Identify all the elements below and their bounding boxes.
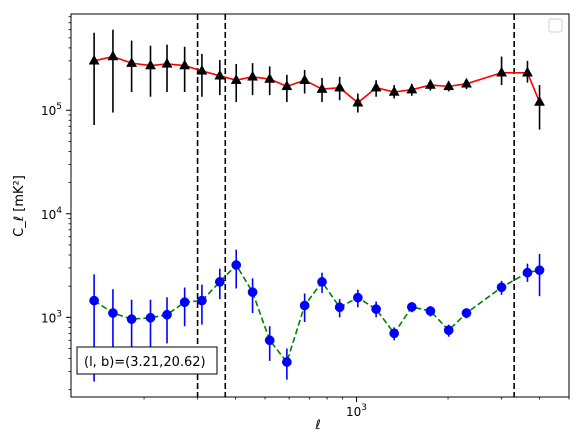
series-1-point-2 <box>126 314 137 325</box>
series-1-point-14 <box>334 302 345 313</box>
y-tick-label-1: 104 <box>41 206 62 222</box>
annotation-text: (l, b)=(3.21,20.62) <box>84 355 206 370</box>
series-0-point-11 <box>281 80 293 91</box>
series-1-point-15 <box>352 292 363 303</box>
series-1-point-4 <box>162 309 172 320</box>
y-axis-label: C_ℓ [mK²] <box>12 175 27 237</box>
series-1-point-1 <box>108 308 118 318</box>
series-0-point-24 <box>534 95 546 106</box>
series-1-point-8 <box>231 260 242 270</box>
series-0-point-6 <box>196 64 208 75</box>
series-0-point-20 <box>443 80 455 91</box>
series-0-point-18 <box>406 83 418 94</box>
series-0-point-3 <box>145 59 156 70</box>
series-1-point-9 <box>247 287 258 298</box>
series-0-point-1 <box>107 50 119 61</box>
series-1-point-17 <box>389 328 400 339</box>
series-0-point-10 <box>264 72 276 83</box>
series-1-point-19 <box>425 306 436 316</box>
series-0-point-8 <box>230 74 242 84</box>
series-0-point-19 <box>424 78 436 89</box>
series-0-point-2 <box>126 57 138 67</box>
series-0-point-22 <box>496 66 508 77</box>
y-tick-label-2: 105 <box>41 102 62 118</box>
series-0-point-5 <box>179 59 191 70</box>
legend-box <box>548 18 563 33</box>
axes: 103 103 104 105 <box>41 16 570 419</box>
series-1-point-6 <box>197 295 207 306</box>
series-0-point-9 <box>247 70 259 81</box>
axes-frame <box>70 13 570 398</box>
x-axis-label: ℓ <box>314 418 320 433</box>
series-1-point-13 <box>317 277 327 287</box>
series-1-point-0 <box>89 295 99 306</box>
series-1-point-23 <box>522 267 533 278</box>
series-1-point-7 <box>214 277 225 287</box>
series-0-point-4 <box>161 57 173 68</box>
series-0-point-14 <box>334 81 346 92</box>
y-tick-label-0: 103 <box>41 309 62 325</box>
series-1-point-20 <box>443 325 454 336</box>
series-0-point-0 <box>88 54 100 65</box>
series-1-point-16 <box>371 304 381 314</box>
series-1-point-18 <box>406 302 417 312</box>
series-0-point-7 <box>214 69 226 80</box>
series-1-point-22 <box>496 282 507 293</box>
series-1-point-5 <box>179 297 190 308</box>
annotation-box: (l, b)=(3.21,20.62) <box>76 346 218 375</box>
series-1-point-10 <box>264 335 275 346</box>
series-1-point-24 <box>534 265 545 276</box>
series-0-point-12 <box>299 74 311 84</box>
plot-area <box>88 14 546 397</box>
series-0-point-13 <box>316 82 328 93</box>
series-0-point-21 <box>461 77 472 88</box>
x-tick-label-0: 103 <box>346 403 367 419</box>
series-1-point-11 <box>282 357 292 367</box>
series-1-point-21 <box>461 308 472 318</box>
series-0-point-17 <box>388 85 400 96</box>
series-0-point-16 <box>370 81 382 92</box>
series-1-point-12 <box>299 300 310 311</box>
series-0-point-15 <box>352 96 364 107</box>
series-1-point-3 <box>145 312 156 323</box>
series-0-point-23 <box>521 66 533 77</box>
